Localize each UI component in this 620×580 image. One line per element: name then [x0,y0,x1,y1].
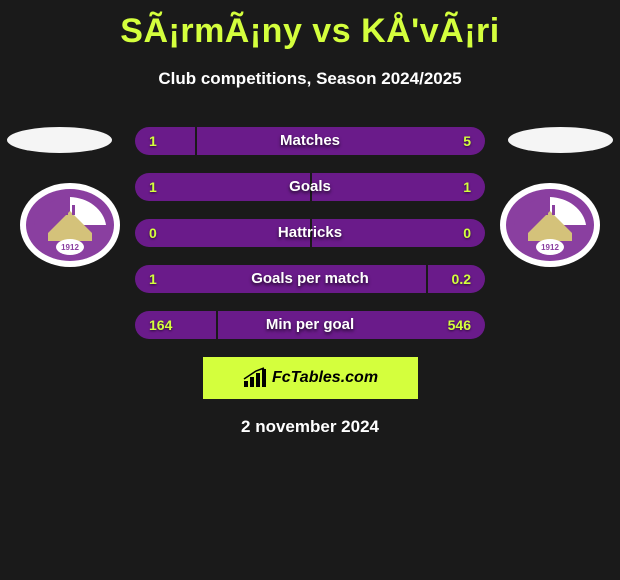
stat-value-left: 1 [149,133,157,149]
stat-bar-values: 164 546 [135,311,485,339]
stat-bar-row: Min per goal164546 [135,311,485,339]
stat-bar-row: Matches15 [135,127,485,155]
player-left-silhouette [7,127,112,153]
club-badge-icon: 1912 [500,183,600,267]
player-right-silhouette [508,127,613,153]
stat-value-right: 546 [448,317,471,333]
comparison-date: 2 november 2024 [0,417,620,437]
club-badge-right: 1912 [500,183,600,267]
stat-bars: Matches15Goals11Hattricks00Goals per mat… [135,127,485,339]
stat-value-left: 1 [149,271,157,287]
stat-value-left: 164 [149,317,172,333]
stat-value-left: 0 [149,225,157,241]
stats-area: 1912 1912 Matches15Goals11Hattricks00Goa… [0,127,620,339]
comparison-subtitle: Club competitions, Season 2024/2025 [0,69,620,89]
svg-text:1912: 1912 [541,243,559,252]
stat-value-left: 1 [149,179,157,195]
stat-bar-values: 15 [135,127,485,155]
stat-value-right: 0.2 [452,271,471,287]
stat-bar-row: Goals11 [135,173,485,201]
stat-bar-values: 11 [135,173,485,201]
stat-bar-row: Goals per match10.2 [135,265,485,293]
stat-bar-values: 10.2 [135,265,485,293]
bar-chart-icon [242,367,268,389]
brand-box[interactable]: FcTables.com [203,357,418,399]
stat-value-right: 1 [463,179,471,195]
stat-bar-row: Hattricks00 [135,219,485,247]
stat-value-right: 5 [463,133,471,149]
brand-text: FcTables.com [272,369,378,387]
comparison-title: SÃ¡rmÃ¡ny vs KÅ'vÃ¡ri [0,0,620,51]
club-badge-icon: 1912 [20,183,120,267]
club-badge-left: 1912 [20,183,120,267]
svg-text:1912: 1912 [61,243,79,252]
stat-bar-values: 00 [135,219,485,247]
stat-value-right: 0 [463,225,471,241]
